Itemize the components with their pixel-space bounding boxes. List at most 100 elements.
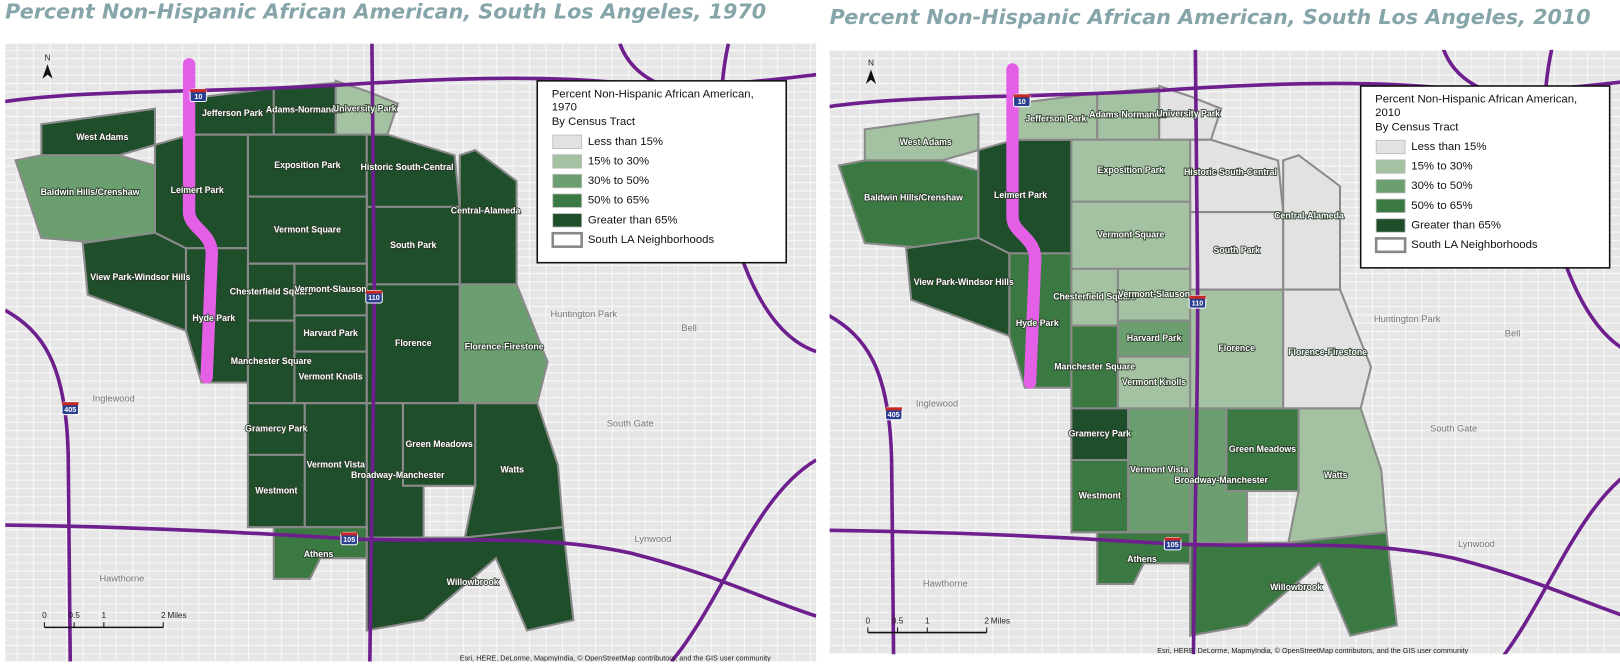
legend-label: 15% to 30% (1411, 161, 1472, 173)
metro-line (1006, 63, 1042, 389)
neighborhood-area (184, 247, 249, 384)
neighborhood-label: Vermont Square (1097, 230, 1164, 240)
neighborhood-label: Chesterfield Square (230, 286, 313, 296)
neighborhood-label: Adams-Normandie (1089, 110, 1167, 120)
legend-label: South LA Neighborhoods (1411, 239, 1538, 251)
shield-top (1164, 537, 1181, 541)
metro-line (182, 58, 218, 384)
neighborhood-label: Watts (501, 465, 525, 475)
legend-swatch (552, 134, 583, 149)
neighborhood-label: University Park (1156, 108, 1220, 118)
neighborhood-label: Exposition Park (1098, 165, 1164, 175)
neighborhood-label: Chesterfield Square (1053, 292, 1136, 302)
shield-top (885, 407, 902, 411)
legend-swatch (552, 193, 583, 208)
map-panel: West Adams Baldwin Hills/Crenshaw View Par… (829, 49, 1620, 655)
legend-title-line: Percent Non-Hispanic African American, (1375, 93, 1577, 105)
legend-subtitle: By Census Tract (1375, 121, 1459, 133)
neighborhood-label: South Park (1214, 245, 1260, 255)
neighborhood-label: South Park (390, 240, 436, 250)
legend-label: South LA Neighborhoods (588, 234, 715, 246)
neighborhood-label: Willowbrook (447, 577, 499, 587)
neighborhood-label: Florence-Firestone (1288, 347, 1367, 357)
scale-label: 2 (161, 611, 166, 620)
freeway (5, 308, 73, 662)
scale-label: 0.5 (892, 616, 904, 625)
neighborhood-label: Watts (1324, 470, 1348, 480)
map-content: West Adams Baldwin Hills/Crenshaw View Par… (829, 49, 1620, 655)
highway-number: 10 (1018, 97, 1026, 106)
neighborhood-label: Florence-Firestone (465, 342, 544, 352)
legend-label: 30% to 50% (588, 175, 649, 187)
place-label: Huntington Park (550, 309, 617, 319)
neighborhood-label: Historic South-Central (1184, 167, 1277, 177)
neighborhood-label: Willowbrook (1270, 582, 1322, 592)
scale-unit: Miles (167, 611, 186, 620)
neighborhood-area (1282, 288, 1373, 410)
neighborhood-label: Central-Alameda (1274, 210, 1344, 220)
shield-top (1189, 295, 1206, 299)
neighborhood-label: Jefferson Park (202, 108, 263, 118)
neighborhood-label: Athens (1127, 554, 1157, 564)
legend-label: 15% to 30% (588, 155, 649, 167)
place-label: South Gate (607, 418, 654, 428)
legend-title: Percent Non-Hispanic African American, 20… (1375, 93, 1577, 118)
legend-swatch (552, 213, 583, 228)
legend-title-line: 2010 (1375, 107, 1400, 119)
scale-label: 2 (984, 616, 989, 625)
legend-swatch (1375, 198, 1406, 213)
neighborhood-label: Broadway-Manchester (1174, 475, 1268, 485)
neighborhood-area (1008, 252, 1073, 389)
attribution: Esri, HERE, DeLorme, MapmyIndia, © OpenS… (1157, 646, 1468, 655)
neighborhood-label: Gramercy Park (1069, 428, 1132, 438)
legend-swatch (1375, 218, 1406, 233)
neighborhood-label: Hyde Park (192, 313, 235, 323)
neighborhood-label: View Park-Windsor Hills (914, 277, 1014, 287)
map-title: Percent Non-Hispanic African American, S… (830, 5, 1591, 29)
neighborhood-label: Hyde Park (1016, 318, 1059, 328)
neighborhood-label: Vermont Knolls (298, 372, 362, 382)
legend-swatch (1375, 159, 1406, 174)
neighborhood-label: Vermont Vista (1130, 465, 1188, 475)
highway-number: 405 (888, 410, 900, 419)
neighborhood-label: Historic South-Central (361, 162, 454, 172)
north-label: N (868, 58, 874, 67)
neighborhood-label: Vermont Square (274, 224, 341, 234)
scale-label: 1 (925, 616, 930, 625)
neighborhood-label: West Adams (76, 132, 128, 142)
legend-label: Greater than 65% (1411, 219, 1501, 231)
place-label: Hawthorne (99, 573, 144, 583)
highway-number: 405 (64, 405, 76, 414)
neighborhood-label: View Park-Windsor Hills (90, 272, 190, 282)
neighborhood-label: Exposition Park (274, 160, 340, 170)
legend-swatch (552, 173, 583, 189)
place-label: Bell (681, 323, 696, 333)
legend-subtitle: By Census Tract (552, 116, 636, 128)
legend-swatch (552, 154, 583, 169)
neighborhood-label: Manchester Square (231, 356, 312, 366)
freeway (368, 43, 377, 662)
neighborhood-label: Athens (304, 549, 334, 559)
shield-top (190, 89, 207, 93)
legend-label: Less than 15% (1411, 141, 1486, 153)
map-content: West Adams Baldwin Hills/Crenshaw View Par… (5, 43, 817, 662)
place-label: Lynwood (1458, 539, 1495, 549)
neighborhood-label: Green Meadows (1229, 444, 1296, 454)
place-label: Lynwood (635, 534, 672, 544)
neighborhood-area (40, 107, 157, 157)
shield-top (61, 402, 79, 406)
neighborhood-label: Vermont Vista (307, 459, 365, 469)
legend-title-line: Percent Non-Hispanic African American, (552, 88, 754, 100)
highway-number: 105 (343, 535, 355, 544)
neighborhood-label: Central-Alameda (451, 205, 521, 215)
neighborhood-label: Westmont (1079, 490, 1121, 500)
neighborhood-label: Baldwin Hills/Crenshaw (864, 192, 963, 202)
neighborhood-label: Leimert Park (994, 190, 1047, 200)
neighborhood-label: Florence (1218, 343, 1255, 353)
legend-label: Less than 15% (588, 136, 663, 148)
highway-number: 105 (1167, 540, 1179, 549)
shield-top (365, 290, 383, 294)
place-label: Hawthorne (923, 578, 968, 588)
